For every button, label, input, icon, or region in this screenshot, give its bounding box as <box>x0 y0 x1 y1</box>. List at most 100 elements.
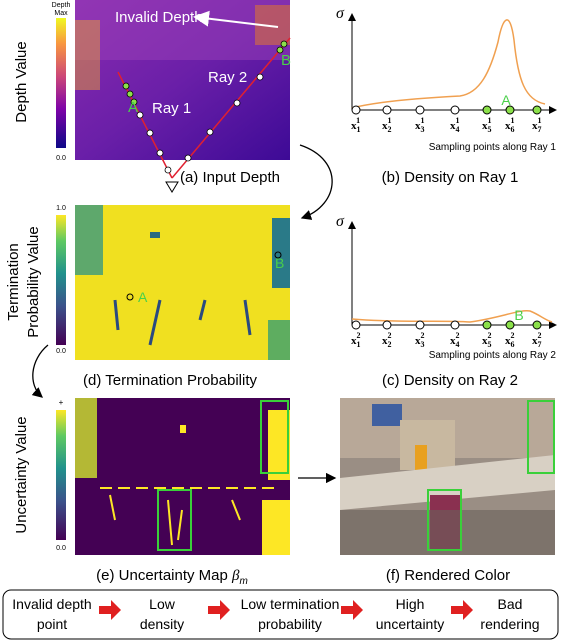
flow-step: Invalid depth <box>12 596 91 612</box>
panel-e: + 0.0 Uncertainty Value (e) Uncertainty … <box>13 398 290 587</box>
image-region <box>75 205 103 275</box>
point-sub: 3 <box>421 340 425 349</box>
image-region <box>268 320 290 360</box>
image-region <box>150 232 160 238</box>
sample-point <box>416 321 424 329</box>
point-sub: 2 <box>388 125 392 134</box>
sigma: σ <box>336 5 345 22</box>
flow-step: density <box>140 616 184 632</box>
point-label: B <box>514 307 523 323</box>
caption: (f) Rendered Color <box>386 567 510 584</box>
annotation: Invalid Depth <box>115 9 203 26</box>
image-region <box>268 410 290 480</box>
density-curve <box>352 20 545 108</box>
flow-step: uncertainty <box>376 616 444 632</box>
caption: (b) Density on Ray 1 <box>382 169 519 186</box>
colorbar-label: 0.0 <box>56 155 66 162</box>
sample-point <box>483 321 491 329</box>
point-sub: 4 <box>456 340 460 349</box>
colorbar-label: 1.0 <box>56 205 66 212</box>
colorbar <box>56 18 66 148</box>
camera-icon <box>166 182 178 192</box>
axis-label: Depth Value <box>13 41 30 122</box>
flow-arrow <box>451 600 473 620</box>
caption-symbol-sub: m <box>240 576 248 587</box>
caption: (e) Uncertainty Map βm <box>96 567 248 587</box>
flow-step: Low <box>149 596 176 612</box>
sample-point <box>123 83 129 89</box>
point-sub: 5 <box>488 125 492 134</box>
point-label: x62 <box>505 331 515 349</box>
point-label: x71 <box>532 116 542 134</box>
sample-point <box>506 321 514 329</box>
point-sub: 1 <box>357 340 361 349</box>
point-sup: 1 <box>488 116 492 125</box>
point-label: x12 <box>351 331 361 349</box>
axis-label: Probability Value <box>25 226 42 337</box>
figure: Invalid Depth Ray 1 Ray 2 A B Depth Max … <box>0 0 561 642</box>
flow-arrow <box>33 345 48 397</box>
point-sup: 2 <box>511 331 515 340</box>
sample-point <box>383 106 391 114</box>
flow-arrow <box>208 600 230 620</box>
axis-note: Sampling points along Ray 2 <box>429 350 557 361</box>
axis-label: Uncertainty Value <box>13 416 30 533</box>
colorbar-label: Max <box>54 10 68 17</box>
colorbar-label: 0.0 <box>56 545 66 552</box>
point-sup: 1 <box>456 116 460 125</box>
caption: (c) Density on Ray 2 <box>382 372 518 389</box>
point-label: B <box>275 255 284 271</box>
flow-step: Bad <box>498 596 523 612</box>
sample-point <box>533 321 541 329</box>
point-sup: 2 <box>456 331 460 340</box>
point-sub: 1 <box>357 125 361 134</box>
colorbar <box>56 410 66 540</box>
point-label: x52 <box>482 331 492 349</box>
flow-arrow <box>300 145 332 218</box>
sample-point <box>257 74 263 80</box>
sample-point <box>127 91 133 97</box>
point-sup: 1 <box>421 116 425 125</box>
point-sub: 7 <box>538 340 542 349</box>
point-label: B <box>281 52 291 69</box>
flow-arrow <box>99 600 121 620</box>
axis-label: Termination <box>5 243 22 321</box>
panel-a: Invalid Depth Ray 1 Ray 2 A B Depth Max … <box>13 0 291 192</box>
sample-point <box>352 106 360 114</box>
point-label: x41 <box>450 116 460 134</box>
sample-point <box>185 155 191 161</box>
sample-point <box>165 167 171 173</box>
sample-point <box>157 150 163 156</box>
point-sub: 7 <box>538 125 542 134</box>
axis-note: Sampling points along Ray 1 <box>429 142 557 153</box>
point-sup: 2 <box>357 331 361 340</box>
point-sub: 6 <box>511 340 515 349</box>
sample-point <box>451 106 459 114</box>
point-label: A <box>138 289 148 305</box>
point-sup: 2 <box>488 331 492 340</box>
sample-point <box>281 41 287 47</box>
point-sub: 4 <box>456 125 460 134</box>
sample-point <box>147 130 153 136</box>
sample-point <box>483 106 491 114</box>
annotation: Ray 1 <box>152 100 191 117</box>
point-label: A <box>128 99 138 116</box>
point-sub: 3 <box>421 125 425 134</box>
sample-point <box>352 321 360 329</box>
sample-point <box>383 321 391 329</box>
panel-f: (f) Rendered Color <box>340 398 555 584</box>
point-sub: 6 <box>511 125 515 134</box>
point-sup: 1 <box>388 116 392 125</box>
flow-step: Low termination <box>241 596 340 612</box>
caption-text: (e) Uncertainty Map <box>96 567 228 584</box>
point-label: x42 <box>450 331 460 349</box>
colorbar-label: + <box>59 398 64 407</box>
image-region <box>272 218 290 288</box>
image-region <box>340 510 555 555</box>
flow-step: High <box>396 596 425 612</box>
colorbar <box>56 215 66 345</box>
colorbar-label: Depth <box>52 2 71 9</box>
termination-image <box>75 205 290 360</box>
flow-step: point <box>37 616 67 632</box>
